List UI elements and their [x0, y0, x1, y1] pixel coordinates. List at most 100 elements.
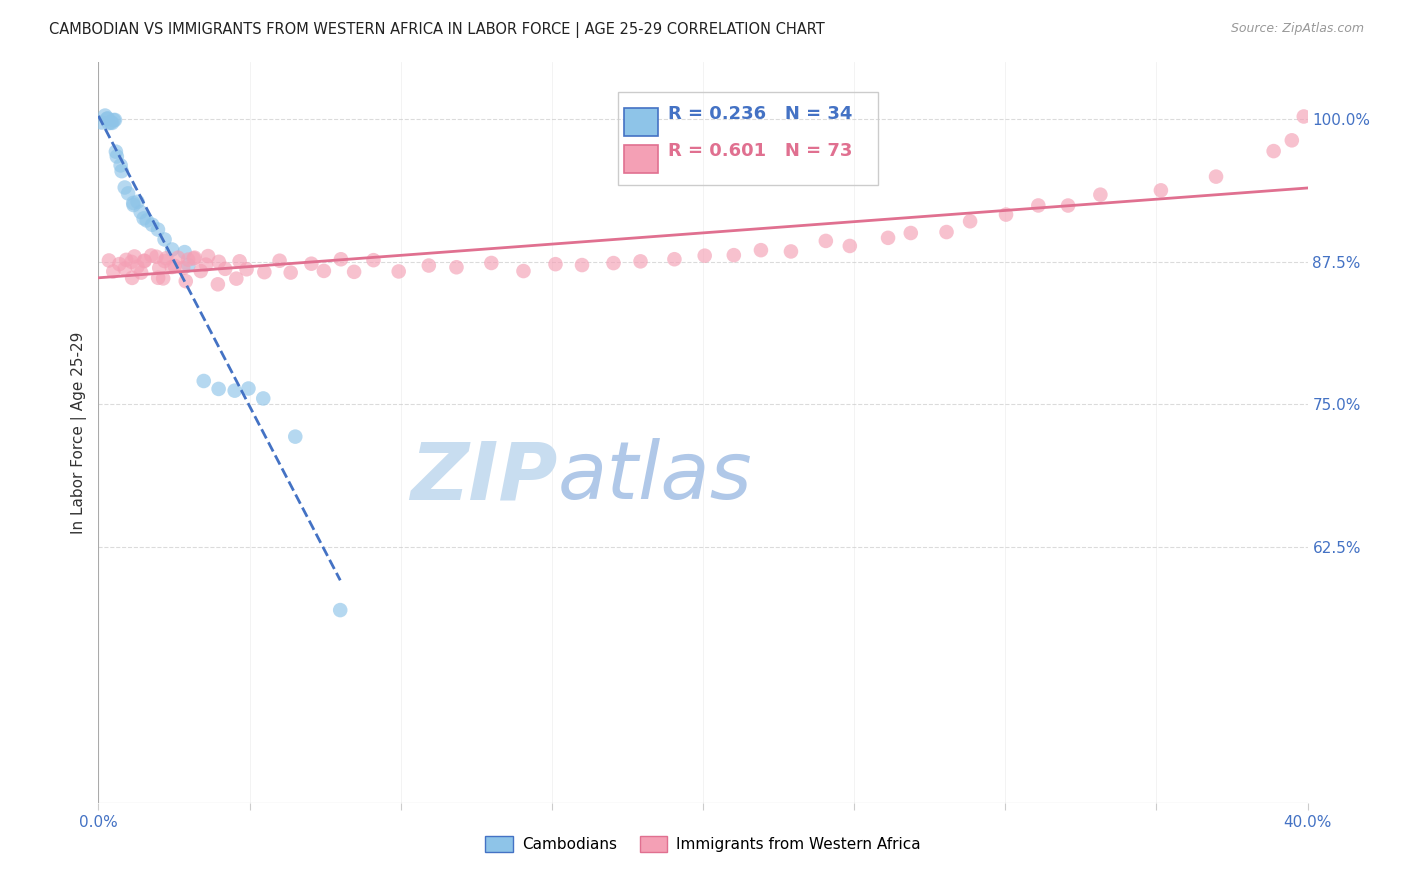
Point [1090, 187, 1112, 202]
Point [995, 208, 1018, 222]
Point [121, 255, 143, 269]
Point [94, 109, 117, 123]
Point [152, 271, 174, 285]
Point [101, 116, 124, 130]
Text: atlas: atlas [558, 438, 752, 516]
Point [129, 205, 152, 219]
Point [145, 250, 167, 264]
Y-axis label: In Labor Force | Age 25-29: In Labor Force | Age 25-29 [72, 332, 87, 533]
Point [418, 259, 440, 273]
Point [122, 196, 145, 211]
Point [110, 158, 132, 172]
Point [935, 225, 957, 239]
Point [343, 265, 366, 279]
Point [197, 249, 219, 263]
Point [173, 245, 195, 260]
Bar [624, 145, 658, 173]
Text: Source: ZipAtlas.com: Source: ZipAtlas.com [1230, 22, 1364, 36]
Point [284, 429, 307, 443]
Point [190, 264, 212, 278]
Point [1150, 183, 1173, 197]
Point [141, 218, 163, 232]
Point [602, 256, 624, 270]
Point [195, 258, 218, 272]
Point [544, 257, 567, 271]
Point [269, 253, 291, 268]
Point [207, 277, 229, 292]
Point [280, 266, 302, 280]
Point [329, 252, 352, 267]
Point [252, 392, 274, 406]
Point [115, 252, 138, 267]
Point [214, 261, 236, 276]
Point [183, 252, 205, 266]
Point [127, 194, 149, 209]
Point [193, 374, 215, 388]
Point [172, 260, 194, 275]
Point [363, 253, 385, 268]
Point [1281, 133, 1303, 147]
Point [388, 264, 411, 278]
Point [111, 164, 134, 178]
Point [723, 248, 745, 262]
Point [97, 253, 120, 268]
Point [103, 113, 125, 128]
Text: ZIP: ZIP [411, 438, 558, 516]
Text: R = 0.236   N = 34: R = 0.236 N = 34 [668, 105, 852, 123]
Point [630, 254, 652, 268]
Point [900, 226, 922, 240]
Point [253, 265, 276, 279]
Point [225, 271, 247, 285]
Bar [624, 108, 658, 136]
Point [877, 231, 900, 245]
Point [1263, 144, 1285, 158]
Point [177, 252, 200, 267]
Point [97, 112, 120, 126]
Point [121, 271, 143, 285]
Point [122, 198, 145, 212]
Point [838, 239, 860, 253]
Text: CAMBODIAN VS IMMIGRANTS FROM WESTERN AFRICA IN LABOR FORCE | AGE 25-29 CORRELATI: CAMBODIAN VS IMMIGRANTS FROM WESTERN AFR… [49, 22, 825, 38]
Point [124, 250, 146, 264]
Point [235, 262, 257, 277]
Point [114, 180, 136, 194]
Point [299, 257, 322, 271]
Text: R = 0.601   N = 73: R = 0.601 N = 73 [668, 143, 852, 161]
Point [134, 254, 156, 268]
Point [135, 213, 157, 227]
Point [693, 249, 716, 263]
Point [103, 264, 125, 278]
Point [104, 145, 127, 159]
Point [90, 115, 112, 129]
Point [512, 264, 534, 278]
Point [134, 253, 156, 268]
Point [108, 257, 131, 271]
Point [780, 244, 803, 259]
Point [100, 115, 122, 129]
Point [312, 264, 335, 278]
Point [479, 256, 502, 270]
Point [167, 251, 190, 265]
Point [1026, 198, 1049, 212]
Point [814, 234, 837, 248]
Point [160, 260, 183, 274]
Point [1292, 110, 1315, 124]
Point [129, 266, 152, 280]
Point [104, 112, 127, 127]
Point [228, 254, 250, 268]
Point [174, 274, 197, 288]
Point [146, 270, 169, 285]
Point [153, 232, 176, 246]
Point [183, 251, 205, 265]
Point [97, 116, 120, 130]
Point [117, 186, 139, 201]
Point [208, 255, 231, 269]
Point [664, 252, 686, 267]
Legend: Cambodians, Immigrants from Western Africa: Cambodians, Immigrants from Western Afri… [479, 830, 927, 858]
Bar [619, 92, 879, 185]
Point [571, 258, 593, 272]
Point [114, 261, 136, 276]
Point [238, 382, 260, 396]
Point [160, 243, 183, 257]
Point [749, 243, 772, 257]
